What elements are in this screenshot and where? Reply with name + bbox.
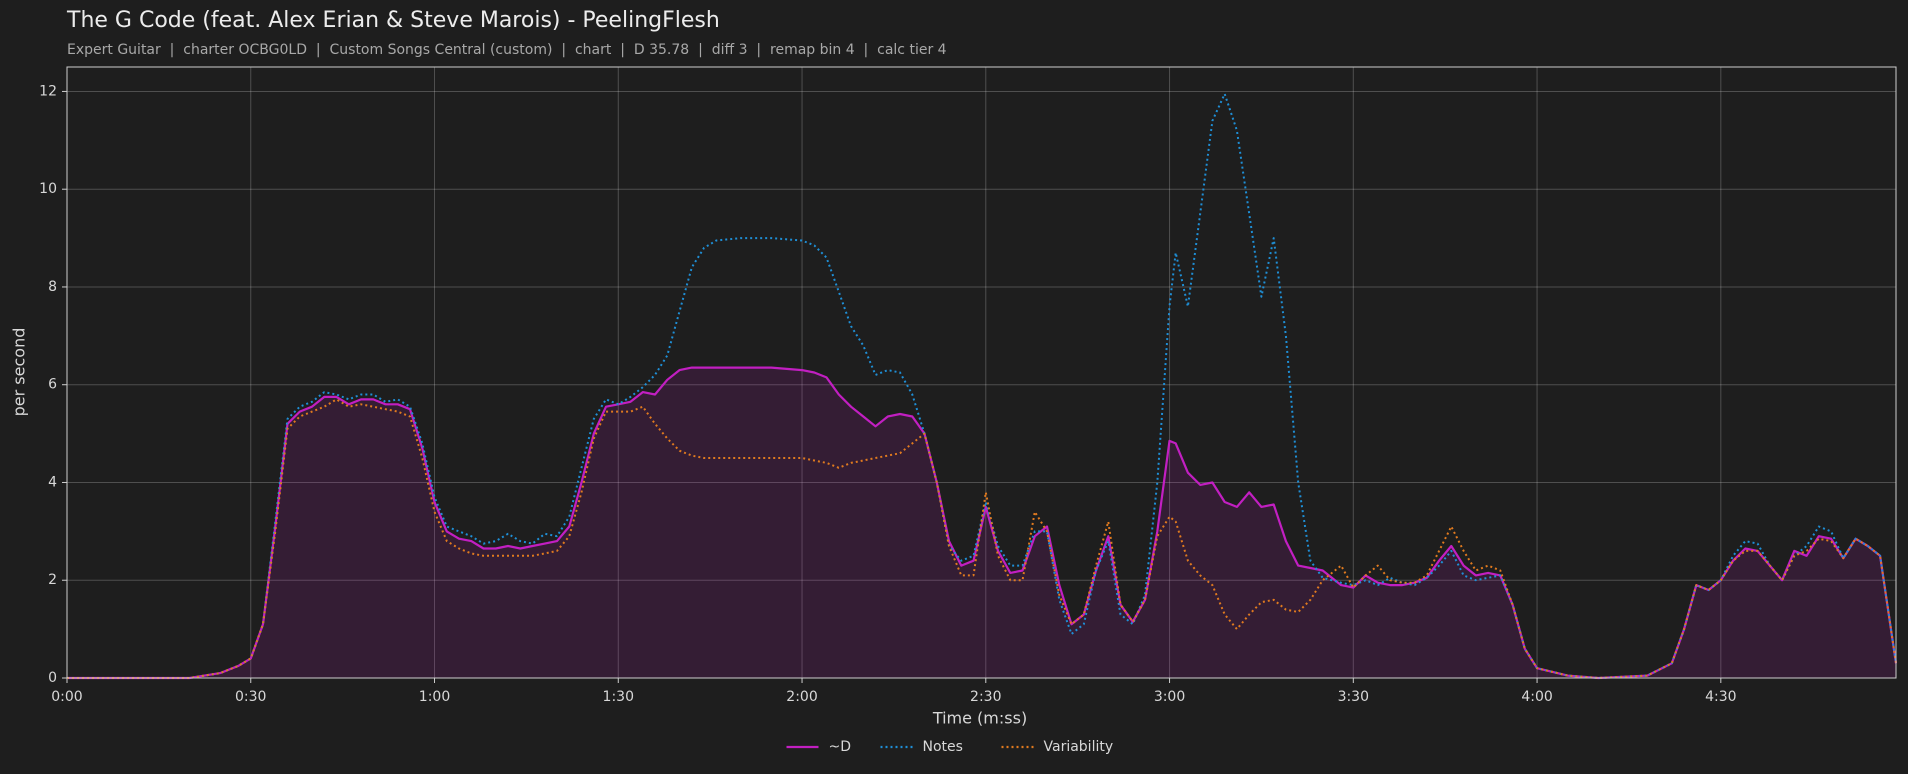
x-axis-label: Time (m:ss) bbox=[932, 709, 1027, 728]
plot-frame bbox=[66, 66, 1897, 679]
x-tick-label: 3:00 bbox=[1154, 689, 1185, 705]
x-tick-label: 3:30 bbox=[1338, 689, 1369, 705]
x-tick-label: 2:30 bbox=[970, 689, 1001, 705]
y-tick-label: 6 bbox=[48, 377, 57, 393]
y-tick-label: 8 bbox=[48, 279, 57, 295]
x-tick-label: 2:00 bbox=[786, 689, 817, 705]
chart-title: The G Code (feat. Alex Erian & Steve Mar… bbox=[66, 8, 720, 33]
x-tick-label: 1:30 bbox=[603, 689, 634, 705]
legend-label: Notes bbox=[923, 739, 963, 755]
legend-label: Variability bbox=[1044, 739, 1114, 755]
y-tick-label: 0 bbox=[48, 670, 57, 686]
line bbox=[67, 366, 1898, 680]
y-axis-label: per second bbox=[10, 328, 29, 417]
y-tick-label: 12 bbox=[39, 83, 57, 99]
x-tick-label: 4:30 bbox=[1705, 689, 1736, 705]
x-tick-label: 1:00 bbox=[419, 689, 450, 705]
chart-subtitle: Expert Guitar | charter OCBG0LD | Custom… bbox=[67, 42, 947, 58]
legend-label: ~D bbox=[829, 739, 852, 755]
x-tick-label: 0:30 bbox=[235, 689, 266, 705]
y-tick-label: 10 bbox=[39, 181, 57, 197]
y-tick-label: 2 bbox=[48, 572, 57, 588]
x-tick-label: 4:00 bbox=[1521, 689, 1552, 705]
x-tick-label: 0:00 bbox=[51, 689, 82, 705]
y-tick-label: 4 bbox=[48, 474, 57, 490]
area bbox=[67, 367, 1896, 678]
